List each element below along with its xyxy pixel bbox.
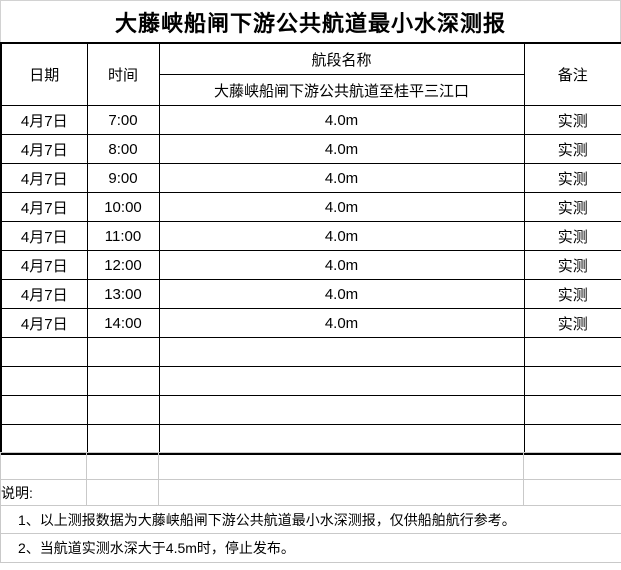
cell-time: 13:00 [86,279,160,309]
cell-date: 4月7日 [0,105,88,135]
col-header-remark: 备注 [523,42,621,106]
note-row: 1、以上测报数据为大藤峡船闸下游公共航道最小水深测报，仅供船舶航行参考。 [0,505,621,534]
cell-time: 11:00 [86,221,160,251]
cell-time: 12:00 [86,250,160,280]
notes-label: 说明: [0,479,87,506]
empty-table-row [0,337,621,367]
empty-table-row [0,424,621,455]
table-row: 4月7日 12:00 4.0m 实测 [0,250,621,280]
header-row-2: 大藤峡船闸下游公共航道至桂平三江口 [1,74,621,106]
cell-date: 4月7日 [0,308,88,338]
cell-time: 7:00 [86,105,160,135]
report-title: 大藤峡船闸下游公共航道最小水深测报 [0,0,621,42]
cell-date: 4月7日 [0,221,88,251]
cell-depth: 4.0m [158,250,525,280]
empty-grid-row [0,452,621,480]
table-row: 4月7日 10:00 4.0m 实测 [0,192,621,222]
cell-date: 4月7日 [0,134,88,164]
note-text-1: 1、以上测报数据为大藤峡船闸下游公共航道最小水深测报，仅供船舶航行参考。 [0,505,621,534]
col-header-time: 时间 [86,42,160,106]
table-row: 4月7日 7:00 4.0m 实测 [0,105,621,135]
cell-remark: 实测 [523,308,621,338]
note-text-2: 2、当航道实测水深大于4.5m时，停止发布。 [0,533,621,563]
cell-depth: 4.0m [158,221,525,251]
cell-date: 4月7日 [0,279,88,309]
cell-remark: 实测 [523,134,621,164]
cell-date: 4月7日 [0,192,88,222]
cell-time: 14:00 [86,308,160,338]
table-row: 4月7日 11:00 4.0m 实测 [0,221,621,251]
cell-depth: 4.0m [158,105,525,135]
notes-label-row: 说明: [0,479,621,506]
cell-depth: 4.0m [158,163,525,193]
col-header-segment-name: 大藤峡船闸下游公共航道至桂平三江口 [158,74,525,106]
cell-time: 9:00 [86,163,160,193]
footer-notes-section: 说明: 1、以上测报数据为大藤峡船闸下游公共航道最小水深测报，仅供船舶航行参考。… [0,452,621,563]
col-header-segment-group: 航段名称 [158,42,525,75]
empty-table-row [0,395,621,425]
cell-depth: 4.0m [158,192,525,222]
cell-date: 4月7日 [0,163,88,193]
cell-remark: 实测 [523,192,621,222]
header-row-1: 日期 时间 航段名称 备注 [0,42,621,106]
cell-remark: 实测 [523,163,621,193]
cell-remark: 实测 [523,279,621,309]
cell-depth: 4.0m [158,308,525,338]
note-row: 2、当航道实测水深大于4.5m时，停止发布。 [0,533,621,563]
cell-time: 10:00 [86,192,160,222]
cell-date: 4月7日 [0,250,88,280]
cell-remark: 实测 [523,250,621,280]
cell-remark: 实测 [523,221,621,251]
table-row: 4月7日 14:00 4.0m 实测 [0,308,621,338]
cell-depth: 4.0m [158,279,525,309]
col-header-date: 日期 [0,42,88,106]
depth-report-table: 日期 时间 航段名称 备注 大藤峡船闸下游公共航道至桂平三江口 4月7日 7:0… [0,42,621,455]
cell-remark: 实测 [523,105,621,135]
table-row: 4月7日 8:00 4.0m 实测 [0,134,621,164]
table-row: 4月7日 13:00 4.0m 实测 [0,279,621,309]
table-row: 4月7日 9:00 4.0m 实测 [0,163,621,193]
empty-table-row [0,366,621,396]
cell-depth: 4.0m [158,134,525,164]
cell-time: 8:00 [86,134,160,164]
